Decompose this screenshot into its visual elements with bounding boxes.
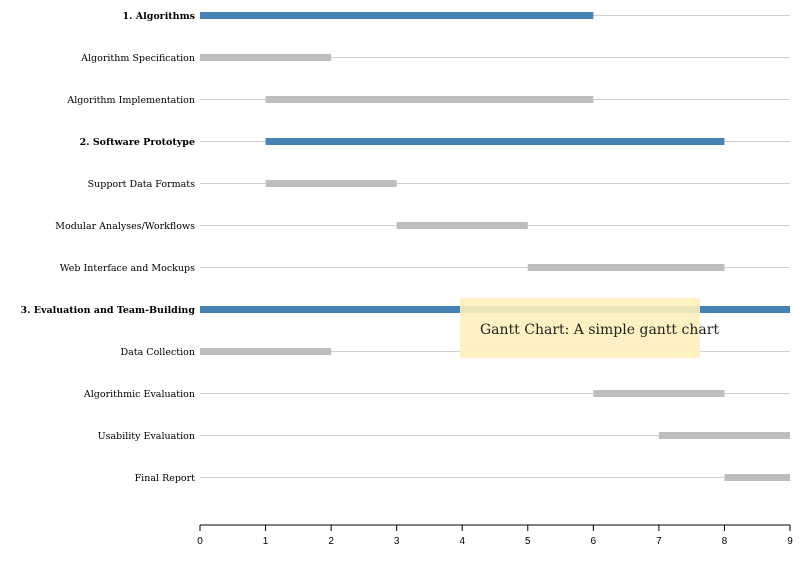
tooltip-text: Gantt Chart: A simple gantt chart: [480, 322, 719, 338]
task-label: Support Data Formats: [88, 179, 195, 190]
chart-tooltip: Gantt Chart: A simple gantt chart: [460, 298, 719, 358]
task-bar: [396, 222, 528, 229]
task-bar: [265, 96, 594, 103]
task-label: Algorithmic Evaluation: [83, 389, 195, 400]
x-tick-label: 6: [591, 536, 597, 547]
task-bar: [658, 432, 790, 439]
group-bar: [200, 12, 594, 19]
task-label: Usability Evaluation: [98, 431, 195, 442]
task-bar: [724, 474, 790, 481]
task-labels: 1. Algorithms Algorithm Specification Algo…: [20, 11, 195, 484]
tooltip-background: [460, 298, 700, 358]
task-bar: [200, 54, 332, 61]
task-bars: [200, 12, 790, 481]
x-axis: 0 1 2 3 4 5 6 7 8 9: [197, 524, 793, 547]
x-tick-label: 3: [394, 536, 400, 547]
x-tick-label: 2: [328, 536, 334, 547]
gridlines: [200, 15, 790, 478]
task-label: 3. Evaluation and Team-Building: [20, 305, 195, 316]
x-tick-label: 1: [263, 536, 269, 547]
x-tick-label: 0: [197, 536, 203, 547]
task-bar: [593, 390, 725, 397]
x-tick-label: 5: [525, 536, 531, 547]
task-label: Web Interface and Mockups: [60, 263, 195, 274]
task-bar: [527, 264, 725, 271]
task-label: 2. Software Prototype: [80, 137, 195, 148]
task-label: Modular Analyses/Workflows: [55, 221, 195, 232]
group-bar: [265, 138, 725, 145]
x-tick-label: 8: [722, 536, 728, 547]
task-label: Algorithm Specification: [80, 53, 195, 64]
x-tick-label: 9: [787, 536, 793, 547]
task-bar: [265, 180, 397, 187]
task-label: Final Report: [135, 473, 196, 484]
x-tick-label: 4: [459, 536, 465, 547]
task-bar: [200, 348, 332, 355]
x-tick-label: 7: [656, 536, 662, 547]
task-label: 1. Algorithms: [123, 11, 196, 22]
task-label: Algorithm Implementation: [66, 95, 195, 106]
task-label: Data Collection: [121, 347, 195, 358]
